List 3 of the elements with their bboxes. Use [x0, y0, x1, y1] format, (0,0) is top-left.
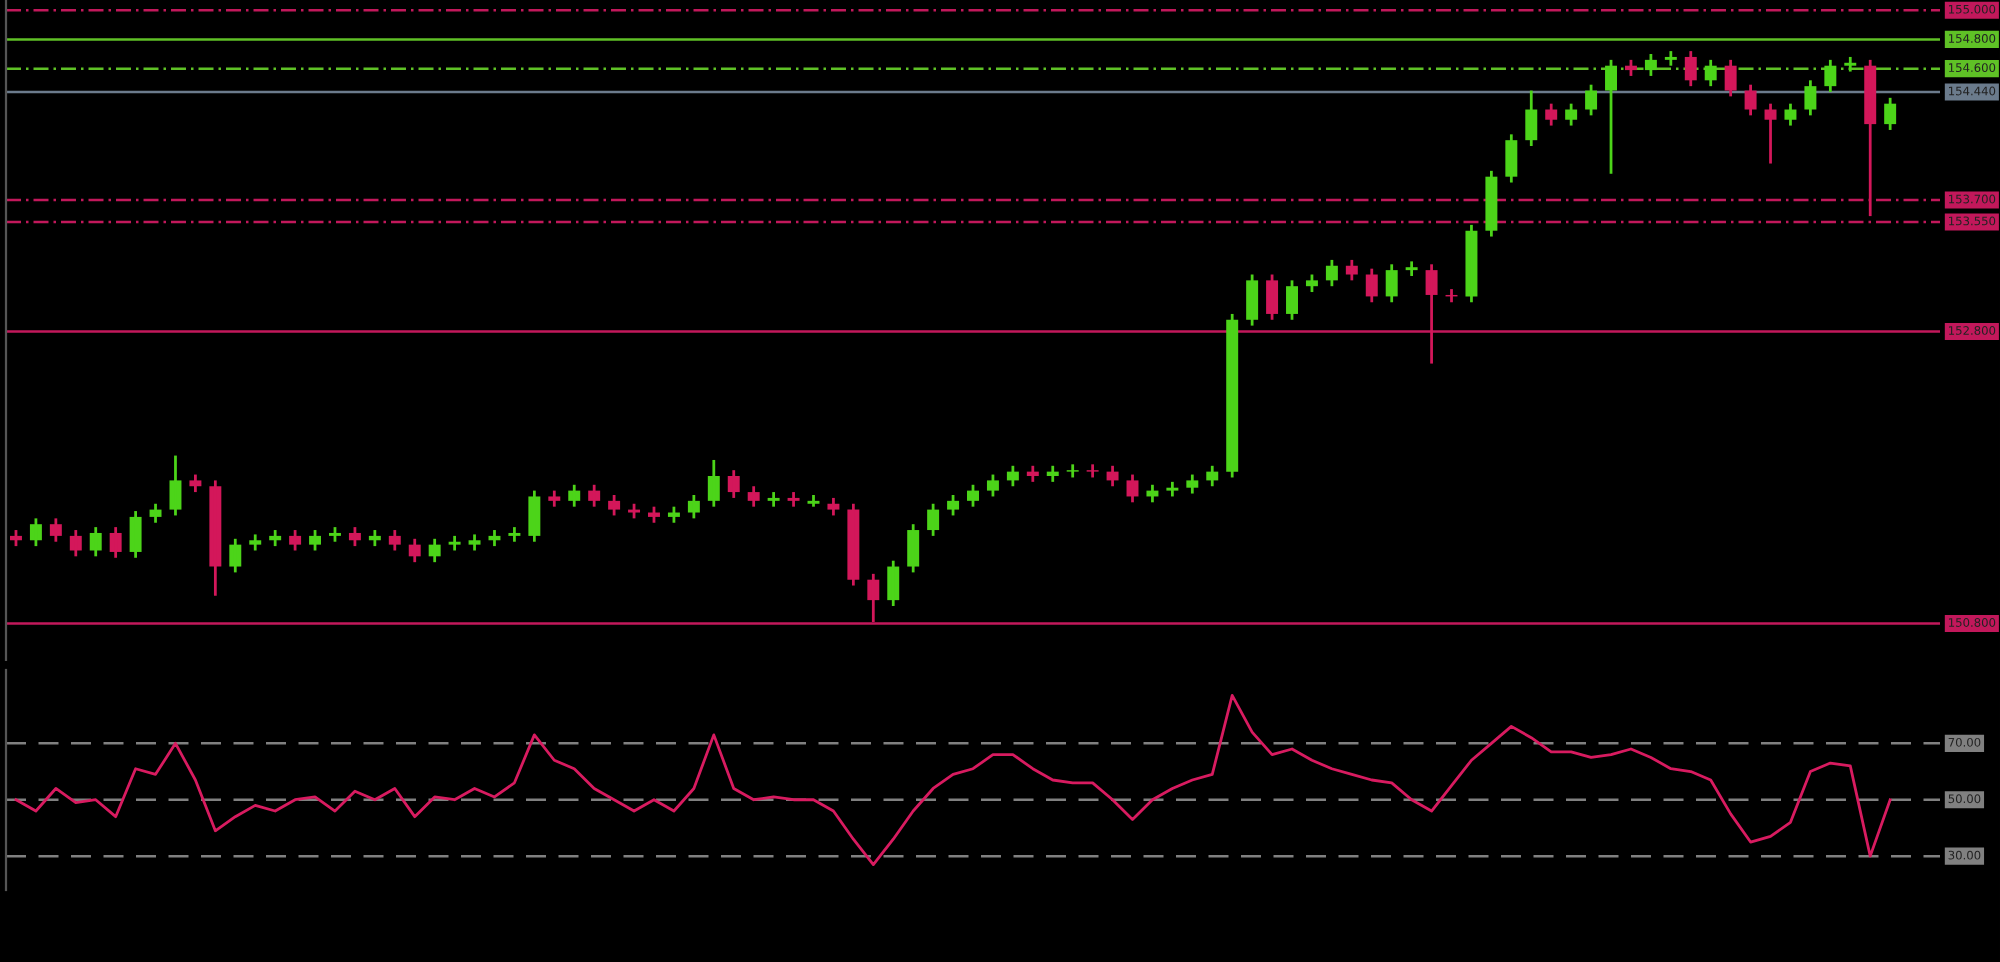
candlestick [986, 473, 999, 498]
candlestick [1086, 462, 1099, 479]
candlestick [1066, 462, 1079, 479]
